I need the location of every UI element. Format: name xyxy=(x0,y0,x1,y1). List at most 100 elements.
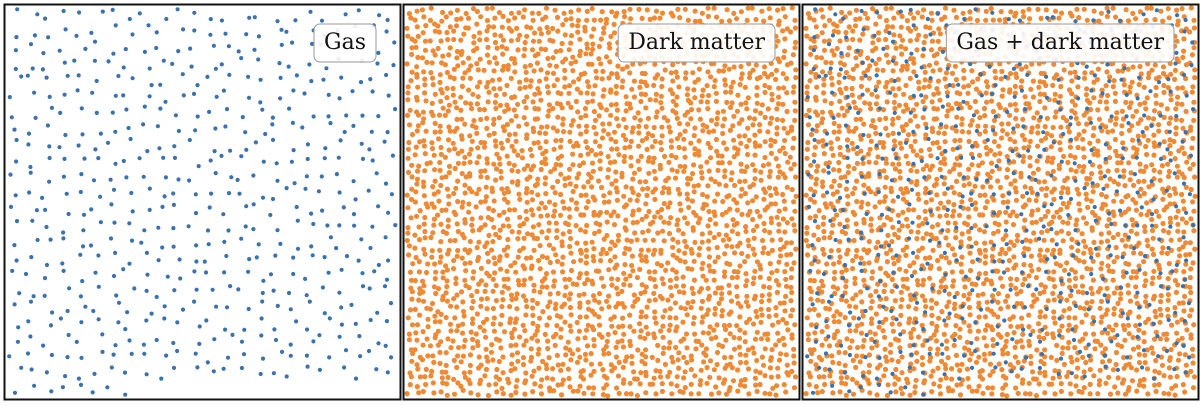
gas-particle xyxy=(211,369,216,374)
dark-matter-particle xyxy=(1181,174,1187,181)
dark-matter-particle xyxy=(590,281,596,287)
gas-particle xyxy=(197,324,202,329)
dark-matter-particle xyxy=(620,78,626,84)
gas-particle xyxy=(27,190,32,195)
gas-particle xyxy=(244,204,249,209)
dark-matter-particle xyxy=(582,105,589,112)
gas-particle xyxy=(26,142,31,147)
dark-matter-particle xyxy=(1191,208,1197,214)
dark-matter-particle xyxy=(584,270,590,276)
dark-matter-particle xyxy=(739,250,745,257)
dark-matter-particle xyxy=(706,92,712,99)
dark-matter-particle xyxy=(839,269,845,275)
dark-matter-particle xyxy=(422,228,428,235)
dark-matter-particle xyxy=(959,129,966,135)
gas-particle xyxy=(206,242,211,247)
dark-matter-particle xyxy=(866,260,872,266)
dark-matter-particle xyxy=(635,347,641,353)
dark-matter-particle xyxy=(750,182,757,188)
dark-matter-particle xyxy=(761,284,767,290)
dark-matter-particle xyxy=(957,91,963,97)
dark-matter-particle xyxy=(591,108,598,115)
dark-matter-particle xyxy=(650,381,656,387)
dark-matter-particle xyxy=(928,10,935,16)
dark-matter-particle xyxy=(834,23,840,29)
dark-matter-particle xyxy=(432,129,438,135)
dark-matter-particle xyxy=(576,292,582,298)
dark-matter-particle xyxy=(1008,276,1014,282)
dark-matter-particle xyxy=(420,109,426,115)
dark-matter-particle xyxy=(405,315,411,321)
dark-matter-particle xyxy=(1160,196,1166,202)
dark-matter-particle xyxy=(860,160,866,166)
gas-particle xyxy=(28,170,33,175)
dark-matter-particle xyxy=(465,25,471,31)
dark-matter-particle xyxy=(713,334,719,340)
dark-matter-particle xyxy=(706,168,712,174)
gas-particle xyxy=(292,181,297,186)
dark-matter-particle xyxy=(670,236,676,242)
dark-matter-particle xyxy=(658,250,664,256)
dark-matter-particle xyxy=(496,212,502,218)
dark-matter-particle xyxy=(666,327,672,333)
dark-matter-particle xyxy=(611,30,618,36)
dark-matter-particle xyxy=(952,161,958,168)
dark-matter-particle xyxy=(1179,145,1185,151)
gas-particle xyxy=(326,114,331,119)
gas-particle xyxy=(62,60,67,65)
dark-matter-particle xyxy=(567,347,573,353)
gas-particle xyxy=(26,131,32,136)
gas-particle xyxy=(100,332,105,337)
dark-matter-particle xyxy=(670,78,676,84)
dark-matter-particle xyxy=(569,22,575,28)
gas-particle xyxy=(271,288,276,293)
dark-matter-particle xyxy=(496,257,502,263)
dark-matter-particle xyxy=(780,191,786,198)
dark-matter-particle xyxy=(782,137,788,144)
dark-matter-particle xyxy=(496,376,503,382)
dark-matter-particle xyxy=(422,38,428,44)
gas-particle xyxy=(62,92,67,97)
dark-matter-particle xyxy=(821,90,827,96)
dark-matter-particle xyxy=(820,69,826,75)
dark-matter-particle xyxy=(582,351,589,357)
gas-particle xyxy=(57,48,62,53)
dark-matter-particle xyxy=(876,79,882,85)
dark-matter-particle xyxy=(450,266,457,272)
dark-matter-particle xyxy=(949,246,956,252)
dark-matter-particle xyxy=(821,228,827,235)
dark-matter-particle xyxy=(590,168,596,174)
gas-particle xyxy=(328,235,333,240)
dark-matter-particle xyxy=(603,54,610,60)
dark-matter-particle xyxy=(616,359,622,365)
dark-matter-particle xyxy=(862,100,868,106)
dark-matter-particle xyxy=(820,221,826,227)
dark-matter-particle xyxy=(1013,146,1019,152)
dark-matter-particle xyxy=(474,311,480,317)
dark-matter-particle xyxy=(498,168,504,175)
dark-matter-particle xyxy=(853,253,859,259)
dark-matter-particle xyxy=(482,168,488,174)
gas-particle xyxy=(211,43,216,48)
dark-matter-particle xyxy=(752,176,758,182)
dark-matter-particle xyxy=(814,123,821,129)
dark-matter-particle xyxy=(874,67,880,73)
dark-matter-particle xyxy=(562,84,568,90)
dark-matter-particle xyxy=(566,206,572,212)
dark-matter-particle xyxy=(1026,144,1032,150)
dark-matter-particle xyxy=(714,361,720,368)
dark-matter-particle xyxy=(476,281,482,287)
dark-matter-particle xyxy=(596,228,602,234)
dark-matter-particle xyxy=(841,112,847,118)
dark-matter-particle xyxy=(804,225,810,231)
dark-matter-particle xyxy=(492,32,498,38)
dark-matter-particle xyxy=(446,124,452,130)
gas-particle xyxy=(146,23,151,28)
dark-matter-particle xyxy=(737,351,743,358)
gas-particle xyxy=(227,72,232,77)
dark-matter-particle xyxy=(524,24,530,30)
dark-matter-particle xyxy=(653,114,659,120)
dark-matter-particle xyxy=(1136,81,1142,88)
dark-matter-particle xyxy=(659,296,665,302)
dark-matter-particle xyxy=(854,178,860,184)
